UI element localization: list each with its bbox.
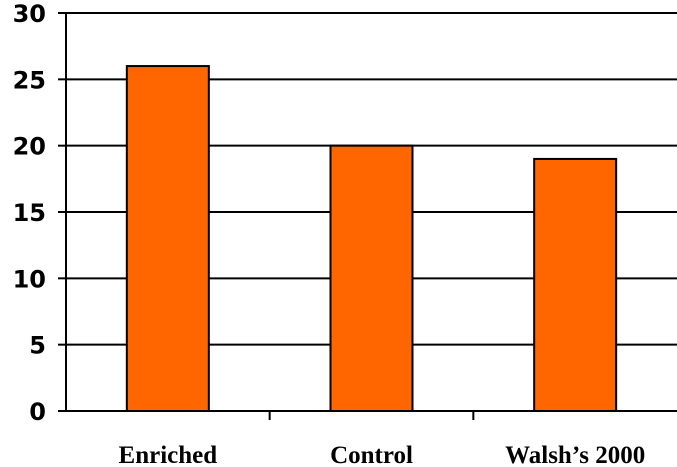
x-tick-labels: Enriched Control Walsh’s 2000 <box>119 442 646 467</box>
y-tick-label: 25 <box>13 66 46 94</box>
bars <box>125 65 618 413</box>
y-tick-label: 20 <box>13 133 46 161</box>
y-tick-label: 5 <box>29 332 46 360</box>
y-tick-labels: 0 5 10 15 20 25 30 <box>13 0 46 426</box>
bar-enriched <box>125 65 210 412</box>
y-tick-label: 30 <box>13 0 46 28</box>
x-tick-label: Control <box>330 442 413 467</box>
bar-control <box>329 144 414 413</box>
x-tick-label: Walsh’s 2000 <box>505 442 645 467</box>
y-tick-label: 10 <box>13 265 46 293</box>
x-tick-label: Enriched <box>119 442 218 467</box>
axes <box>58 12 677 420</box>
y-tick-label: 15 <box>13 199 46 227</box>
y-tick-label: 0 <box>29 398 46 426</box>
bar-walsh-s-2000 <box>533 157 618 412</box>
